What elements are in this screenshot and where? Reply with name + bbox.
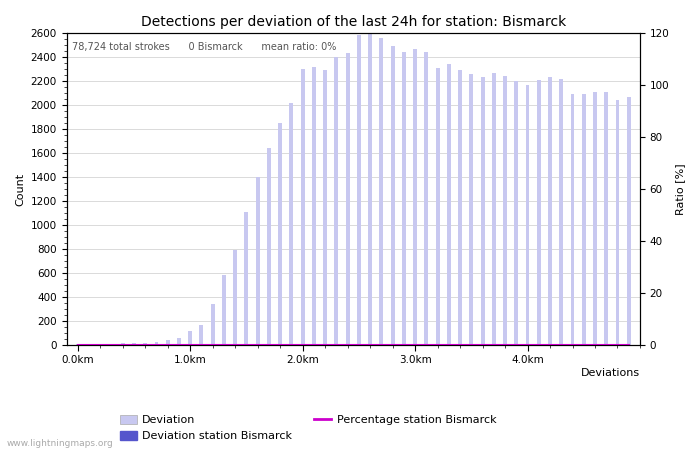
Bar [312, 67, 316, 345]
Bar [537, 80, 540, 345]
Bar [526, 85, 529, 345]
Bar [132, 343, 136, 345]
Bar [199, 325, 204, 345]
Bar [98, 344, 102, 345]
Bar [593, 92, 597, 345]
Bar [570, 94, 575, 345]
Bar [503, 76, 507, 345]
Bar [166, 340, 169, 345]
Bar [188, 331, 193, 345]
Text: 78,724 total strokes      0 Bismarck      mean ratio: 0%: 78,724 total strokes 0 Bismarck mean rat… [72, 42, 337, 52]
Bar [458, 70, 462, 345]
Bar [492, 72, 496, 345]
Bar [76, 344, 80, 345]
Legend: Deviation, Deviation station Bismarck, Percentage station Bismarck: Deviation, Deviation station Bismarck, P… [116, 412, 500, 445]
Bar [357, 36, 360, 345]
Bar [289, 103, 293, 345]
Bar [626, 97, 631, 345]
Bar [582, 94, 586, 345]
Bar [301, 69, 304, 345]
Bar [559, 79, 564, 345]
Bar [256, 177, 260, 345]
Bar [144, 342, 147, 345]
Bar [604, 92, 608, 345]
Bar [391, 46, 395, 345]
Text: www.lightningmaps.org: www.lightningmaps.org [7, 439, 113, 448]
Bar [109, 343, 113, 345]
Bar [244, 212, 248, 345]
Bar [548, 77, 552, 345]
Bar [469, 74, 473, 345]
Bar [413, 49, 417, 345]
Y-axis label: Ratio [%]: Ratio [%] [675, 163, 685, 215]
Bar [323, 70, 327, 345]
Bar [87, 344, 91, 345]
Bar [615, 100, 620, 345]
Bar [346, 54, 349, 345]
Bar [481, 77, 484, 345]
Bar [121, 343, 125, 345]
Bar [435, 68, 440, 345]
Bar [222, 275, 226, 345]
Bar [379, 38, 384, 345]
Bar [211, 304, 215, 345]
Bar [177, 338, 181, 345]
Bar [335, 57, 338, 345]
Y-axis label: Count: Count [15, 172, 25, 206]
Bar [402, 52, 406, 345]
Bar [424, 52, 428, 345]
Bar [278, 123, 282, 345]
Bar [447, 64, 451, 345]
Bar [514, 81, 518, 345]
Bar [368, 34, 372, 345]
Title: Detections per deviation of the last 24h for station: Bismarck: Detections per deviation of the last 24h… [141, 15, 566, 29]
Text: Deviations: Deviations [581, 369, 640, 378]
Bar [155, 342, 158, 345]
Bar [267, 148, 271, 345]
Bar [233, 250, 237, 345]
